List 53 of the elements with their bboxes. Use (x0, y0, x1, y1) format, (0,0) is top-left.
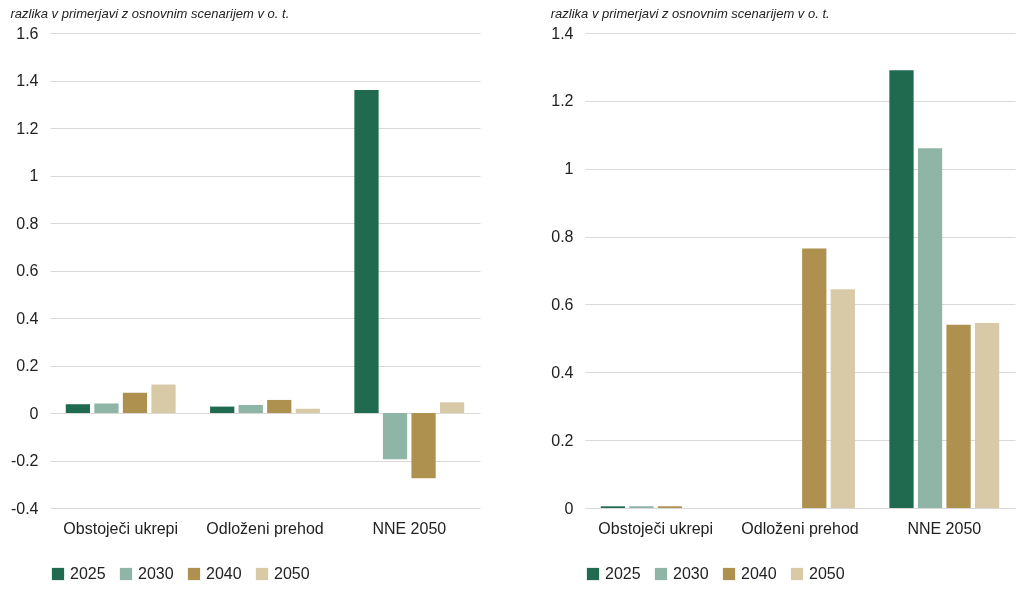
y-tick-label: 1.4 (16, 72, 39, 89)
x-tick-label: Odloženi prehod (206, 519, 324, 537)
y-tick-label: 0.4 (551, 363, 574, 381)
legend-label: 2025 (605, 565, 641, 582)
bar (151, 384, 176, 413)
legend-label: 2025 (70, 565, 106, 582)
x-tick-label: NNE 2050 (907, 519, 982, 537)
y-tick-label: 0.8 (16, 214, 39, 232)
bar (210, 406, 235, 413)
y-tick-label: 1.2 (16, 119, 39, 137)
y-tick-label: 1.6 (16, 24, 39, 42)
bar (238, 404, 263, 413)
y-tick-label: -0.4 (10, 499, 39, 517)
bar (830, 289, 855, 508)
y-tick-label: 1 (29, 167, 39, 184)
y-tick-label: 0 (29, 404, 39, 422)
y-tick-label: 0.2 (16, 357, 39, 374)
bar (946, 324, 971, 508)
bar (974, 323, 1000, 508)
y-tick-label: 1 (564, 160, 574, 178)
bar (411, 413, 436, 479)
bar (802, 248, 827, 508)
chart-title: razlika v primerjavi z osnovnim scenarijem v o. t. (550, 6, 830, 21)
y-tick-label: 0 (564, 499, 574, 517)
legend-label: 2030 (673, 565, 709, 582)
legend-label: 2030 (138, 565, 174, 582)
y-tick-label: 0.2 (551, 431, 574, 449)
bar (889, 70, 914, 508)
y-tick-label: 1.2 (551, 92, 574, 110)
x-tick-label: NNE 2050 (372, 519, 447, 537)
y-tick-label: 0.6 (551, 295, 574, 313)
y-tick-label: -0.2 (10, 452, 39, 469)
bar (65, 404, 91, 413)
bar (354, 90, 379, 413)
y-tick-label: 1.4 (551, 24, 574, 42)
chart-title: razlika v primerjavi z osnovnim scenarijem v o. t. (10, 6, 290, 21)
legend-label: 2040 (741, 565, 777, 582)
y-tick-label: 0.4 (16, 309, 39, 327)
x-tick-label: Obstoječi ukrepi (63, 519, 179, 537)
legend-label: 2050 (809, 565, 845, 582)
y-tick-label: 0.8 (551, 228, 574, 246)
legend-label: 2040 (206, 565, 242, 582)
legend-label: 2050 (274, 565, 310, 582)
x-tick-label: Odloženi prehod (741, 519, 859, 537)
x-tick-label: Obstoječi ukrepi (598, 519, 714, 537)
y-tick-label: 0.6 (16, 262, 39, 279)
bar (267, 399, 292, 413)
bar (917, 148, 943, 508)
bar (439, 402, 465, 413)
bar (295, 408, 320, 413)
bar (122, 392, 148, 413)
bar (94, 403, 119, 413)
bar (382, 413, 408, 460)
